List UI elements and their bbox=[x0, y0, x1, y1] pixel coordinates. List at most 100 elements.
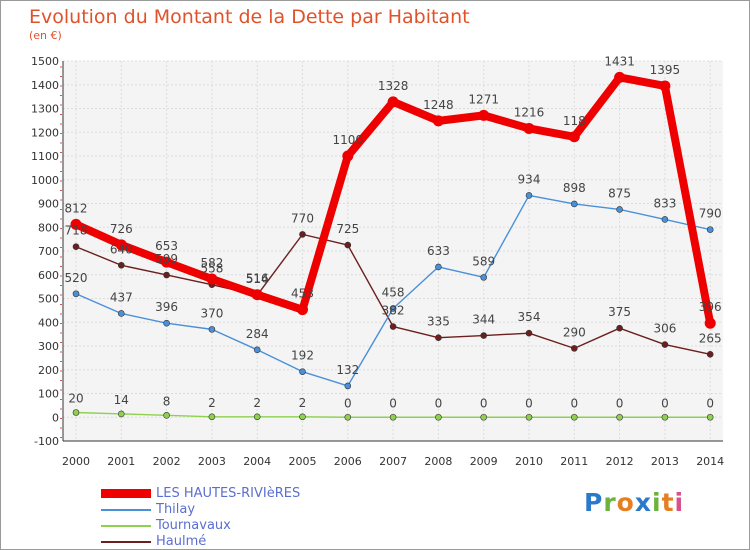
data-label-haulme: 375 bbox=[608, 305, 631, 319]
data-point-tournavaux bbox=[72, 409, 80, 416]
data-label-haulme: 354 bbox=[518, 310, 541, 324]
data-label-tournavaux: 0 bbox=[389, 396, 397, 410]
data-label-haulme: 558 bbox=[200, 262, 223, 276]
data-label-thilay: 458 bbox=[382, 285, 405, 299]
data-point-les-hautes-rivieres bbox=[523, 122, 535, 134]
data-point-thilay bbox=[525, 192, 533, 199]
data-label-thilay: 875 bbox=[608, 186, 631, 200]
data-point-thilay bbox=[118, 310, 125, 317]
y-tick-label: 1200 bbox=[31, 126, 59, 139]
data-point-les-hautes-rivieres bbox=[387, 96, 399, 108]
y-tick-label: 900 bbox=[38, 198, 59, 211]
legend-swatch-thilay bbox=[101, 509, 151, 511]
data-point-tournavaux bbox=[163, 412, 170, 419]
data-label-tournavaux: 0 bbox=[525, 396, 533, 410]
data-point-tournavaux bbox=[435, 413, 442, 421]
y-tick-label: 400 bbox=[38, 316, 59, 329]
x-tick-label: 2011 bbox=[560, 455, 588, 468]
data-label-haulme: 514 bbox=[246, 272, 269, 286]
data-point-les-hautes-rivieres bbox=[206, 273, 218, 285]
x-tick-label: 2012 bbox=[606, 455, 634, 468]
data-point-haulme bbox=[480, 332, 488, 339]
data-label-tournavaux: 2 bbox=[208, 396, 216, 410]
logo-letter: r bbox=[603, 488, 617, 517]
legend-swatch-les-hautes-rivieres bbox=[101, 489, 151, 498]
data-point-les-hautes-rivieres bbox=[342, 150, 354, 162]
data-point-haulme bbox=[570, 345, 578, 352]
logo-letter: t bbox=[661, 488, 675, 517]
x-tick-label: 2013 bbox=[651, 455, 679, 468]
logo-letter: x bbox=[634, 488, 652, 517]
data-label-thilay: 192 bbox=[291, 349, 314, 363]
data-label-tournavaux: 0 bbox=[616, 396, 624, 410]
data-label-les-hautes-rivieres: 118 bbox=[563, 114, 586, 128]
data-label-tournavaux: 0 bbox=[480, 396, 488, 410]
data-label-haulme: 718 bbox=[65, 224, 88, 238]
data-label-thilay: 132 bbox=[336, 363, 359, 377]
data-point-haulme bbox=[344, 241, 352, 249]
y-tick-label: 300 bbox=[38, 340, 59, 353]
data-point-tournavaux bbox=[480, 413, 488, 421]
data-point-tournavaux bbox=[118, 410, 125, 418]
data-label-thilay: 790 bbox=[699, 207, 722, 221]
data-point-thilay bbox=[389, 305, 397, 312]
logo-letter: i bbox=[674, 488, 685, 517]
logo-letter: i bbox=[652, 488, 662, 517]
data-point-tournavaux bbox=[706, 413, 714, 421]
chart-title: Evolution du Montant de la Dette par Hab… bbox=[29, 6, 470, 28]
data-point-les-hautes-rivieres bbox=[432, 115, 444, 127]
legend-label-les-hautes-rivieres: LES HAUTES-RIVIèRES bbox=[156, 486, 301, 501]
x-tick-label: 2004 bbox=[243, 455, 271, 468]
data-point-les-hautes-rivieres bbox=[614, 71, 626, 83]
data-point-les-hautes-rivieres bbox=[568, 131, 580, 143]
data-point-haulme bbox=[299, 231, 306, 238]
data-point-tournavaux bbox=[389, 413, 397, 421]
proxiti-logo: Proxiti bbox=[584, 488, 684, 517]
data-label-les-hautes-rivieres: 582 bbox=[200, 256, 223, 270]
logo-letter: o bbox=[616, 488, 635, 517]
y-tick-label: 800 bbox=[38, 221, 59, 234]
data-label-thilay: 284 bbox=[246, 327, 269, 341]
x-tick-label: 2001 bbox=[107, 455, 135, 468]
data-label-tournavaux: 2 bbox=[253, 396, 261, 410]
data-point-les-hautes-rivieres bbox=[478, 109, 490, 121]
data-label-haulme: 725 bbox=[336, 222, 359, 236]
data-point-tournavaux bbox=[253, 413, 261, 421]
data-point-tournavaux bbox=[344, 413, 352, 421]
data-point-haulme bbox=[661, 341, 669, 348]
data-label-les-hautes-rivieres: 1395 bbox=[650, 63, 681, 77]
y-tick-label: 1400 bbox=[31, 79, 59, 92]
data-point-tournavaux bbox=[616, 413, 623, 421]
data-point-les-hautes-rivieres bbox=[161, 256, 173, 268]
x-tick-label: 2008 bbox=[424, 455, 452, 468]
data-point-thilay bbox=[616, 206, 623, 213]
y-tick-label: -100 bbox=[34, 435, 59, 448]
data-label-thilay: 934 bbox=[518, 172, 541, 186]
data-point-tournavaux bbox=[661, 413, 669, 421]
data-label-les-hautes-rivieres: 726 bbox=[110, 222, 133, 236]
data-point-les-hautes-rivieres bbox=[704, 317, 716, 329]
y-tick-label: 600 bbox=[38, 269, 59, 282]
data-label-les-hautes-rivieres: 1216 bbox=[514, 105, 545, 119]
data-label-haulme: 599 bbox=[155, 252, 178, 266]
data-point-haulme bbox=[435, 334, 442, 341]
y-tick-label: 0 bbox=[52, 411, 59, 424]
x-tick-label: 2003 bbox=[198, 455, 226, 468]
data-point-haulme bbox=[389, 323, 397, 330]
x-tick-label: 2009 bbox=[470, 455, 498, 468]
data-label-tournavaux: 0 bbox=[435, 396, 443, 410]
data-label-thilay: 898 bbox=[563, 181, 586, 195]
x-tick-label: 2007 bbox=[379, 455, 407, 468]
y-tick-label: 500 bbox=[38, 293, 59, 306]
chart-subtitle: (en €) bbox=[29, 29, 62, 42]
legend-swatch-tournavaux bbox=[101, 525, 151, 527]
data-label-tournavaux: 14 bbox=[114, 393, 129, 407]
data-point-thilay bbox=[299, 368, 306, 375]
data-point-les-hautes-rivieres bbox=[70, 218, 82, 230]
data-label-haulme: 306 bbox=[653, 322, 676, 336]
logo-letter: P bbox=[584, 488, 604, 517]
x-tick-label: 2014 bbox=[696, 455, 724, 468]
legend-label-tournavaux: Tournavaux bbox=[156, 518, 231, 533]
data-label-tournavaux: 20 bbox=[68, 392, 83, 406]
